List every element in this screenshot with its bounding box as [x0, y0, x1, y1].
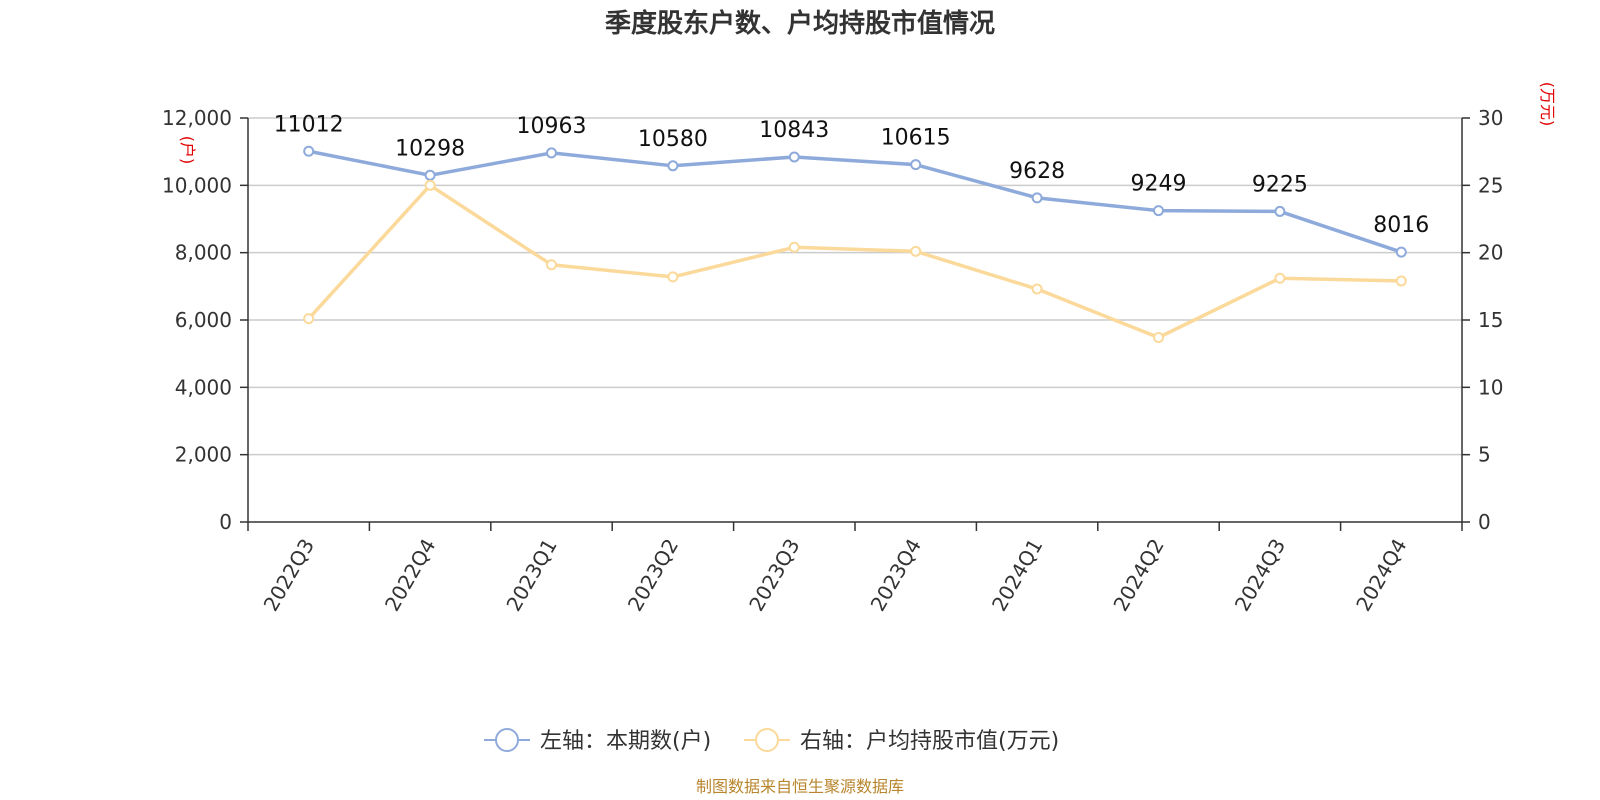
- series-line-0: [308, 149, 1402, 254]
- source-note: 制图数据来自恒生聚源数据库: [696, 777, 904, 796]
- x-tick-label: 2023Q2: [623, 535, 683, 616]
- x-tick-label: 2022Q3: [259, 535, 319, 616]
- data-point: [1031, 283, 1043, 295]
- data-label: 9628: [1009, 159, 1065, 184]
- x-tick-label: 2024Q1: [987, 535, 1047, 616]
- y-left-tick-label: 10,000: [162, 173, 232, 197]
- data-point: [303, 145, 315, 157]
- legend-marker: [755, 728, 779, 752]
- y-right-unit: (万元): [1538, 82, 1557, 127]
- y-left-tick-label: 8,000: [175, 241, 232, 265]
- data-point: [303, 313, 315, 325]
- y-left-tick-label: 12,000: [162, 106, 232, 130]
- x-tick-label: 2023Q4: [866, 535, 926, 616]
- data-point: [1153, 332, 1164, 344]
- y-left-unit: (户): [178, 136, 197, 165]
- series-line-1: [307, 183, 1402, 340]
- data-label: 10580: [638, 127, 708, 152]
- y-right-tick-label: 20: [1478, 241, 1503, 265]
- x-tick-label: 2023Q3: [744, 535, 804, 616]
- y-right-tick-label: 30: [1478, 106, 1503, 130]
- data-label: 8016: [1373, 213, 1429, 238]
- y-right-tick-label: 0: [1478, 510, 1491, 534]
- y-right-tick-label: 25: [1478, 173, 1503, 197]
- y-right-tick-label: 10: [1478, 375, 1503, 399]
- grid-lines: [248, 117, 1462, 456]
- data-label: 10963: [517, 114, 587, 139]
- data-point: [1274, 272, 1286, 284]
- series-lines: [303, 145, 1407, 344]
- x-tick-label: 2024Q3: [1230, 535, 1290, 616]
- data-point: [1153, 205, 1164, 217]
- y-left-tick-label: 6,000: [175, 308, 232, 332]
- data-point: [546, 259, 557, 271]
- data-point: [424, 169, 436, 181]
- data-label: 10615: [881, 126, 951, 151]
- data-point: [1395, 246, 1407, 258]
- data-label: 9225: [1252, 172, 1308, 197]
- y-left-tick-label: 2,000: [175, 443, 232, 467]
- y-right-tick-label: 15: [1478, 308, 1503, 332]
- data-point: [667, 160, 679, 172]
- data-point: [910, 245, 922, 257]
- legend-label: 右轴：户均持股市值(万元): [800, 729, 1059, 754]
- data-point: [788, 241, 800, 253]
- legend: 左轴：本期数(户) 右轴：户均持股市值(万元): [484, 728, 1059, 754]
- x-tick-label: 2024Q4: [1351, 535, 1411, 616]
- x-tick-label: 2023Q1: [501, 535, 561, 616]
- data-point: [910, 159, 922, 171]
- data-point: [1031, 192, 1043, 204]
- chart-title: 季度股东户数、户均持股市值情况: [605, 8, 995, 39]
- data-label: 10298: [395, 136, 465, 161]
- x-tick-label: 2024Q2: [1108, 535, 1168, 616]
- data-labels: 11012 10298 10963 10580 10843 10615 9628 9249 92…: [274, 112, 1430, 238]
- legend-label: 左轴：本期数(户): [540, 729, 711, 754]
- data-label: 10843: [759, 118, 829, 143]
- data-point: [1274, 205, 1286, 217]
- y-left-tick-label: 0: [219, 510, 232, 534]
- y-right-tick-label: 5: [1478, 443, 1491, 467]
- data-point: [424, 179, 436, 191]
- data-label: 11012: [274, 112, 344, 137]
- data-point: [667, 271, 679, 283]
- data-point: [788, 151, 800, 163]
- data-point: [1395, 275, 1407, 287]
- legend-marker: [495, 728, 519, 752]
- x-tick-label: 2022Q4: [380, 535, 440, 616]
- data-label: 9249: [1131, 172, 1187, 197]
- y-left-tick-label: 4,000: [175, 375, 232, 399]
- data-point: [546, 147, 557, 159]
